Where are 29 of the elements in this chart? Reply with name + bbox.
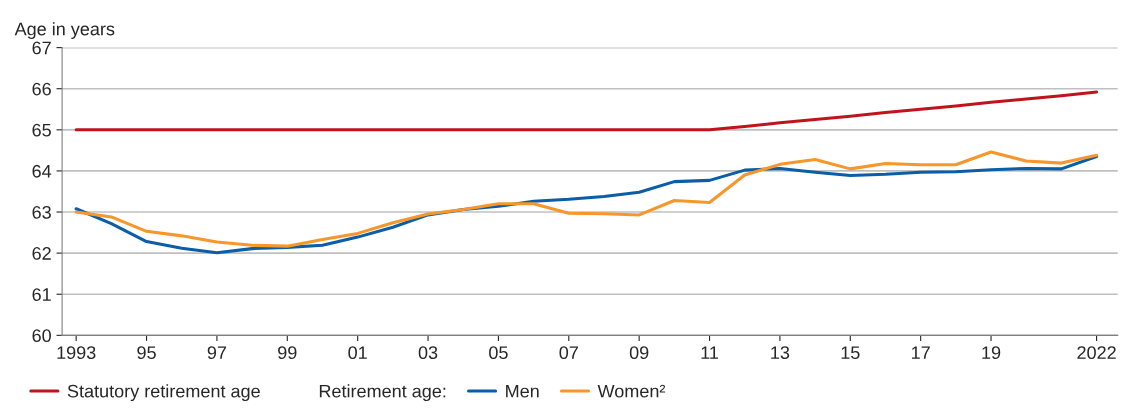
x-tick-label: 17 bbox=[912, 346, 930, 359]
y-tick-label: 60 bbox=[32, 329, 51, 343]
x-tick-label: 1993 bbox=[57, 346, 96, 360]
x-tick-label: 99 bbox=[278, 346, 297, 360]
x-tick-label: 01 bbox=[348, 346, 367, 360]
y-tick-label: 62 bbox=[32, 247, 51, 260]
x-tick-label: 13 bbox=[771, 346, 790, 360]
x-tick-label: 07 bbox=[559, 346, 578, 360]
x-tick-label: 19 bbox=[982, 346, 1001, 360]
legend-label: Statutory retirement age bbox=[67, 384, 260, 402]
y-tick-label: 63 bbox=[32, 205, 51, 219]
y-tick-label: 65 bbox=[32, 123, 51, 137]
x-tick-label: 2022 bbox=[1077, 346, 1116, 360]
y-tick-label: 66 bbox=[32, 82, 51, 96]
line-series bbox=[74, 90, 1099, 132]
x-tick-label: 05 bbox=[489, 346, 508, 360]
y-tick-label: 61 bbox=[32, 288, 51, 301]
y-tick-label: 64 bbox=[32, 164, 52, 178]
x-tick-label: 03 bbox=[418, 346, 438, 360]
legend-title: Retirement age: bbox=[319, 384, 446, 402]
x-tick-label: 15 bbox=[841, 346, 860, 360]
x-tick-label: 95 bbox=[137, 346, 156, 360]
x-tick-label: 11 bbox=[701, 346, 719, 359]
x-tick-label: 97 bbox=[207, 346, 227, 360]
legend-label: Women² bbox=[597, 384, 666, 398]
y-axis-title: Age in years bbox=[14, 22, 115, 39]
x-tick-label: 09 bbox=[629, 346, 649, 360]
y-tick-label: 67 bbox=[32, 41, 51, 55]
legend-label: Men bbox=[506, 384, 539, 398]
